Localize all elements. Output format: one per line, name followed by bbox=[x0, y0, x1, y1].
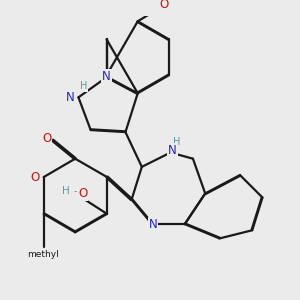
Text: N: N bbox=[168, 144, 177, 157]
Text: O: O bbox=[78, 187, 87, 200]
Text: methyl: methyl bbox=[27, 250, 59, 259]
Text: O: O bbox=[30, 171, 39, 184]
Text: H: H bbox=[173, 137, 180, 147]
Text: O: O bbox=[42, 132, 51, 145]
Text: O: O bbox=[160, 0, 169, 11]
Text: -: - bbox=[73, 186, 77, 197]
Text: H: H bbox=[80, 81, 87, 91]
Text: N: N bbox=[66, 91, 75, 104]
Text: N: N bbox=[102, 70, 111, 83]
Text: N: N bbox=[148, 218, 157, 231]
Text: H: H bbox=[62, 186, 70, 197]
